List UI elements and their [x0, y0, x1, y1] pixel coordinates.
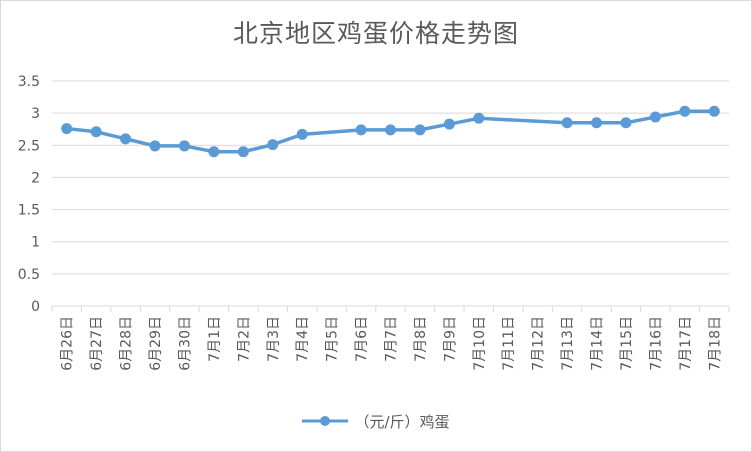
y-tick-label: 0	[31, 299, 40, 315]
series	[61, 105, 720, 158]
x-tick-label: 6月27日	[89, 316, 105, 371]
x-tick-label: 7月8日	[413, 316, 429, 362]
x-tick-label: 6月30日	[177, 316, 193, 371]
data-point	[443, 118, 455, 130]
y-tick-label: 3	[31, 106, 40, 122]
x-tick-label: 7月9日	[442, 316, 458, 362]
data-point	[178, 140, 190, 152]
x-tick-label: 6月28日	[119, 316, 135, 371]
legend-marker-icon	[302, 416, 349, 426]
x-tick-label: 7月12日	[531, 316, 547, 371]
data-point	[296, 128, 308, 140]
x-tick-label: 7月17日	[678, 316, 694, 371]
data-point	[473, 112, 485, 124]
x-tick-label: 7月1日	[207, 316, 223, 362]
y-tick-label: 2.5	[18, 138, 40, 154]
data-point	[267, 139, 279, 151]
data-point	[591, 117, 603, 129]
x-tick-label: 7月14日	[590, 316, 606, 371]
y-tick-label: 0.5	[18, 267, 40, 283]
chart-title: 北京地区鸡蛋价格走势图	[232, 19, 519, 48]
y-tick-label: 1	[31, 235, 40, 251]
data-point	[649, 111, 661, 123]
axes: 0 0.5 1 1.5 2 2.5 3 3.5 6月26日 6月27日 6月28日 6月29日 6月30…	[18, 74, 730, 371]
y-tick-label: 1.5	[18, 203, 40, 219]
x-tick-label: 7月6日	[354, 316, 370, 362]
data-point	[561, 117, 573, 129]
data-point	[355, 124, 367, 136]
x-tick-label: 7月16日	[648, 316, 664, 371]
data-point	[149, 140, 161, 152]
data-point	[620, 117, 632, 129]
x-tick-label: 7月3日	[266, 316, 282, 362]
data-point	[90, 126, 102, 138]
gridlines	[52, 80, 729, 307]
x-tick-label: 7月18日	[707, 316, 723, 371]
y-tick-label: 2	[31, 170, 40, 186]
data-point	[120, 133, 132, 145]
y-tick-label: 3.5	[18, 74, 40, 90]
data-point	[414, 124, 426, 136]
x-tick-label: 6月29日	[148, 316, 164, 371]
x-tick-label: 7月10日	[472, 316, 488, 371]
x-tick-label: 6月26日	[60, 316, 76, 371]
data-point	[237, 146, 249, 158]
x-tick-label: 7月7日	[384, 316, 400, 362]
legend-label: （元/斤）鸡蛋	[354, 412, 450, 431]
x-tick-label: 7月13日	[560, 316, 576, 371]
legend: （元/斤）鸡蛋	[0, 410, 752, 432]
x-tick-label: 7月5日	[325, 316, 341, 362]
x-tick-label: 7月2日	[236, 316, 252, 362]
data-point	[708, 105, 720, 117]
x-tick-label: 7月11日	[501, 316, 517, 371]
x-tick-label: 7月15日	[619, 316, 635, 371]
data-point	[679, 105, 691, 117]
data-point	[208, 146, 220, 158]
data-point	[385, 124, 396, 136]
data-point	[61, 123, 73, 135]
x-tick-label: 7月4日	[295, 316, 311, 362]
